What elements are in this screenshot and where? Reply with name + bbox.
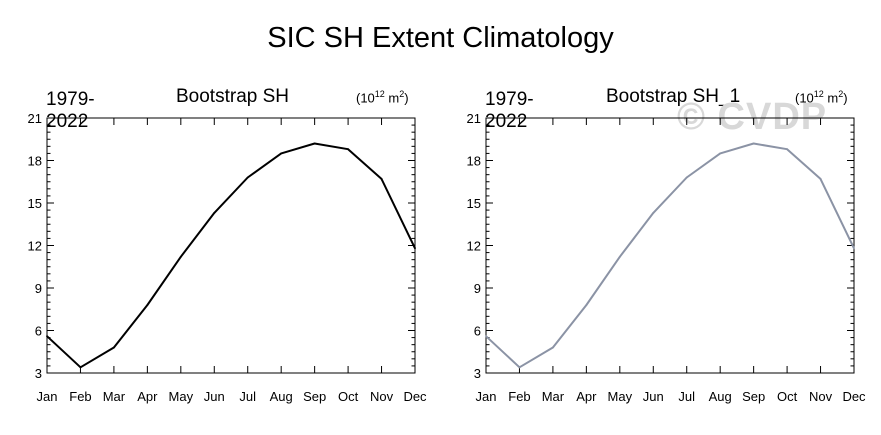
data-point (485, 335, 487, 338)
data-point (146, 304, 149, 306)
x-tick-label: Oct (777, 389, 798, 404)
period-label: 1979-2022 (46, 89, 95, 132)
data-point (380, 178, 383, 180)
data-point (853, 247, 855, 250)
x-tick-label: Aug (709, 389, 732, 404)
figure-title: SIC SH Extent Climatology (267, 22, 614, 54)
x-tick-label: Jan (37, 389, 58, 404)
data-point (786, 148, 788, 151)
x-tick-label: Sep (303, 389, 326, 404)
units-label: (1012 m2) (795, 89, 848, 106)
data-point (652, 212, 655, 214)
x-tick-label: Dec (842, 389, 866, 404)
x-tick-label: May (608, 389, 633, 404)
data-point (685, 176, 688, 179)
y-tick-label: 9 (35, 281, 42, 296)
data-point (113, 346, 115, 349)
x-tick-label: Mar (542, 389, 565, 404)
y-tick-label: 18 (467, 154, 481, 169)
x-tick-label: Dec (403, 389, 427, 404)
data-point (79, 366, 82, 369)
data-point (585, 304, 588, 306)
x-tick-label: Aug (270, 389, 293, 404)
y-tick-label: 21 (467, 111, 481, 126)
y-tick-label: 21 (28, 111, 42, 126)
units-label: (1012 m2) (356, 89, 409, 106)
y-tick-label: 3 (35, 366, 42, 381)
data-point (752, 142, 755, 145)
x-tick-label: Jul (678, 389, 695, 404)
panel-title: Bootstrap SH (176, 86, 289, 107)
data-point (719, 152, 722, 155)
series-line (46, 142, 416, 369)
x-tick-label: Jul (239, 389, 256, 404)
y-tick-label: 12 (28, 239, 42, 254)
x-tick-label: Jan (476, 389, 497, 404)
y-tick-label: 9 (474, 281, 481, 296)
data-point (618, 255, 621, 258)
x-tick-label: Nov (809, 389, 833, 404)
x-tick-label: Feb (69, 389, 91, 404)
plot-frame (485, 117, 855, 374)
data-point (347, 148, 349, 151)
plot-frame (46, 117, 416, 374)
x-tick-label: Mar (103, 389, 126, 404)
data-point (819, 178, 822, 180)
x-tick-label: Oct (338, 389, 359, 404)
x-tick-label: May (169, 389, 194, 404)
data-point (552, 346, 554, 349)
y-tick-label: 18 (28, 154, 42, 169)
period-label: 1979-2022 (485, 89, 534, 132)
data-point (179, 255, 182, 258)
data-point (46, 335, 48, 338)
y-tick-label: 12 (467, 239, 481, 254)
data-point (313, 142, 316, 145)
data-point (414, 247, 416, 250)
cvdp-watermark: © CVDP (677, 96, 828, 138)
x-tick-label: Sep (742, 389, 765, 404)
x-tick-label: Jun (643, 389, 664, 404)
y-tick-label: 6 (35, 324, 42, 339)
x-tick-label: Apr (137, 389, 158, 404)
x-tick-label: Nov (370, 389, 394, 404)
x-tick-label: Jun (204, 389, 225, 404)
data-point (518, 366, 521, 369)
series-line (485, 142, 855, 369)
panel-title: Bootstrap SH_1 (606, 86, 741, 107)
x-tick-label: Feb (508, 389, 530, 404)
data-point (280, 152, 283, 155)
data-point (213, 212, 216, 214)
y-tick-label: 6 (474, 324, 481, 339)
y-tick-label: 3 (474, 366, 481, 381)
x-tick-label: Apr (576, 389, 597, 404)
y-tick-label: 15 (28, 196, 42, 211)
data-point (246, 176, 249, 179)
y-tick-label: 15 (467, 196, 481, 211)
